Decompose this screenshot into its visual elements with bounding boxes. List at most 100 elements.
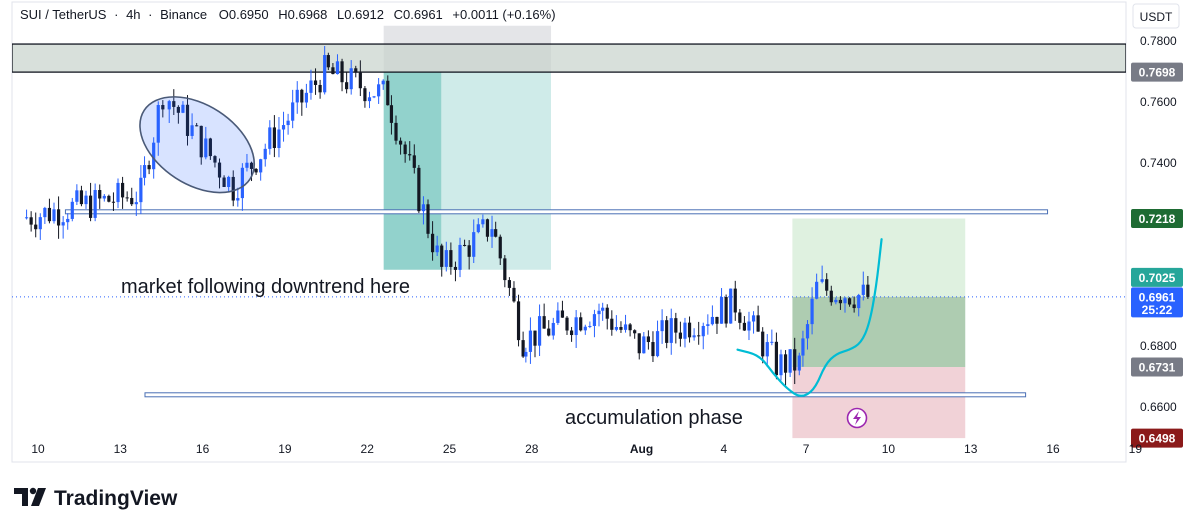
candle[interactable] bbox=[217, 158, 222, 189]
candle[interactable] bbox=[857, 293, 861, 317]
candle[interactable] bbox=[729, 288, 733, 324]
candle[interactable] bbox=[231, 170, 235, 207]
candle[interactable] bbox=[797, 352, 801, 376]
candle[interactable] bbox=[601, 302, 605, 321]
candle[interactable] bbox=[24, 209, 29, 220]
candle[interactable] bbox=[619, 321, 623, 333]
candle[interactable] bbox=[528, 317, 533, 364]
candle[interactable] bbox=[560, 300, 565, 318]
candle[interactable] bbox=[295, 81, 299, 114]
candle[interactable] bbox=[706, 314, 710, 335]
support-line-mid[interactable] bbox=[64, 209, 1049, 215]
candle[interactable] bbox=[834, 297, 838, 305]
support-line-low[interactable] bbox=[144, 392, 1027, 398]
candle[interactable] bbox=[537, 304, 542, 356]
candle[interactable] bbox=[38, 213, 42, 240]
candle[interactable] bbox=[838, 296, 843, 310]
candle[interactable] bbox=[444, 241, 448, 272]
candle[interactable] bbox=[783, 350, 788, 386]
candle[interactable] bbox=[588, 321, 592, 329]
candle[interactable] bbox=[367, 91, 372, 109]
candle[interactable] bbox=[733, 280, 737, 321]
candle[interactable] bbox=[335, 54, 340, 75]
candle[interactable] bbox=[254, 167, 258, 175]
candle[interactable] bbox=[88, 182, 93, 222]
candle[interactable] bbox=[277, 117, 281, 158]
candle[interactable] bbox=[272, 115, 276, 158]
resistance-zone[interactable] bbox=[12, 43, 1126, 73]
target-price-badge[interactable]: 0.7218 bbox=[1131, 209, 1183, 229]
candle[interactable] bbox=[363, 85, 367, 108]
candle[interactable] bbox=[524, 347, 528, 363]
candle[interactable] bbox=[199, 125, 203, 165]
lightning-icon[interactable] bbox=[846, 407, 868, 429]
candle[interactable] bbox=[655, 320, 660, 358]
candle[interactable] bbox=[161, 100, 165, 118]
candle[interactable] bbox=[43, 206, 47, 224]
candle[interactable] bbox=[139, 165, 143, 214]
candle[interactable] bbox=[683, 317, 687, 348]
candle[interactable] bbox=[494, 221, 498, 238]
candle[interactable] bbox=[847, 297, 852, 307]
candle[interactable] bbox=[692, 328, 696, 341]
downtrend-zone-light[interactable] bbox=[441, 71, 552, 270]
candle[interactable] bbox=[481, 214, 485, 228]
candle[interactable] bbox=[810, 287, 814, 335]
candle[interactable] bbox=[304, 83, 308, 108]
candle[interactable] bbox=[574, 310, 578, 348]
candle[interactable] bbox=[687, 316, 692, 343]
candle[interactable] bbox=[236, 187, 240, 207]
candle[interactable] bbox=[605, 304, 609, 330]
candle[interactable] bbox=[259, 158, 263, 181]
candle[interactable] bbox=[116, 178, 120, 209]
candle[interactable] bbox=[710, 305, 715, 326]
candle[interactable] bbox=[440, 243, 444, 277]
candle[interactable] bbox=[472, 219, 476, 263]
candle[interactable] bbox=[403, 141, 407, 163]
profit-zone[interactable] bbox=[792, 296, 966, 368]
candle[interactable] bbox=[389, 95, 394, 135]
candle[interactable] bbox=[861, 271, 865, 301]
candle[interactable] bbox=[130, 187, 134, 207]
candle[interactable] bbox=[263, 143, 267, 167]
candle[interactable] bbox=[516, 294, 521, 347]
candle[interactable] bbox=[107, 194, 111, 203]
candle[interactable] bbox=[724, 294, 728, 328]
candle[interactable] bbox=[227, 175, 231, 193]
candle[interactable] bbox=[300, 88, 304, 116]
last-high-badge[interactable]: 0.7025 bbox=[1131, 267, 1183, 287]
candle[interactable] bbox=[29, 211, 33, 232]
candle[interactable] bbox=[498, 234, 502, 265]
candle[interactable] bbox=[52, 202, 56, 224]
candle[interactable] bbox=[542, 303, 546, 329]
candle[interactable] bbox=[642, 332, 646, 354]
candle[interactable] bbox=[449, 242, 453, 275]
candle[interactable] bbox=[765, 334, 769, 367]
candle[interactable] bbox=[408, 141, 412, 161]
candle[interactable] bbox=[34, 212, 38, 238]
candle[interactable] bbox=[204, 126, 208, 160]
candle[interactable] bbox=[507, 277, 511, 296]
candle[interactable] bbox=[793, 337, 797, 385]
stop-loss-zone[interactable] bbox=[792, 367, 966, 439]
candle[interactable] bbox=[195, 122, 199, 127]
candle[interactable] bbox=[120, 176, 125, 209]
candle[interactable] bbox=[565, 315, 569, 335]
candle[interactable] bbox=[372, 95, 376, 99]
candle[interactable] bbox=[462, 239, 467, 247]
price-axis[interactable]: 0.7800 0.7600 0.7400 0.6800 0.6600 bbox=[1140, 34, 1177, 414]
candle[interactable] bbox=[190, 113, 194, 140]
candle[interactable] bbox=[815, 273, 819, 300]
candle[interactable] bbox=[208, 137, 212, 160]
candle[interactable] bbox=[801, 330, 805, 367]
candle[interactable] bbox=[866, 275, 870, 299]
time-axis[interactable]: 10 13 16 19 22 25 28 Aug 4 7 10 13 16 19 bbox=[12, 442, 1142, 463]
candle[interactable] bbox=[669, 308, 673, 355]
candle[interactable] bbox=[176, 105, 180, 124]
accumulation-curve[interactable] bbox=[736, 238, 883, 397]
candle[interactable] bbox=[102, 194, 106, 202]
candle[interactable] bbox=[281, 111, 286, 142]
candle[interactable] bbox=[309, 69, 313, 100]
